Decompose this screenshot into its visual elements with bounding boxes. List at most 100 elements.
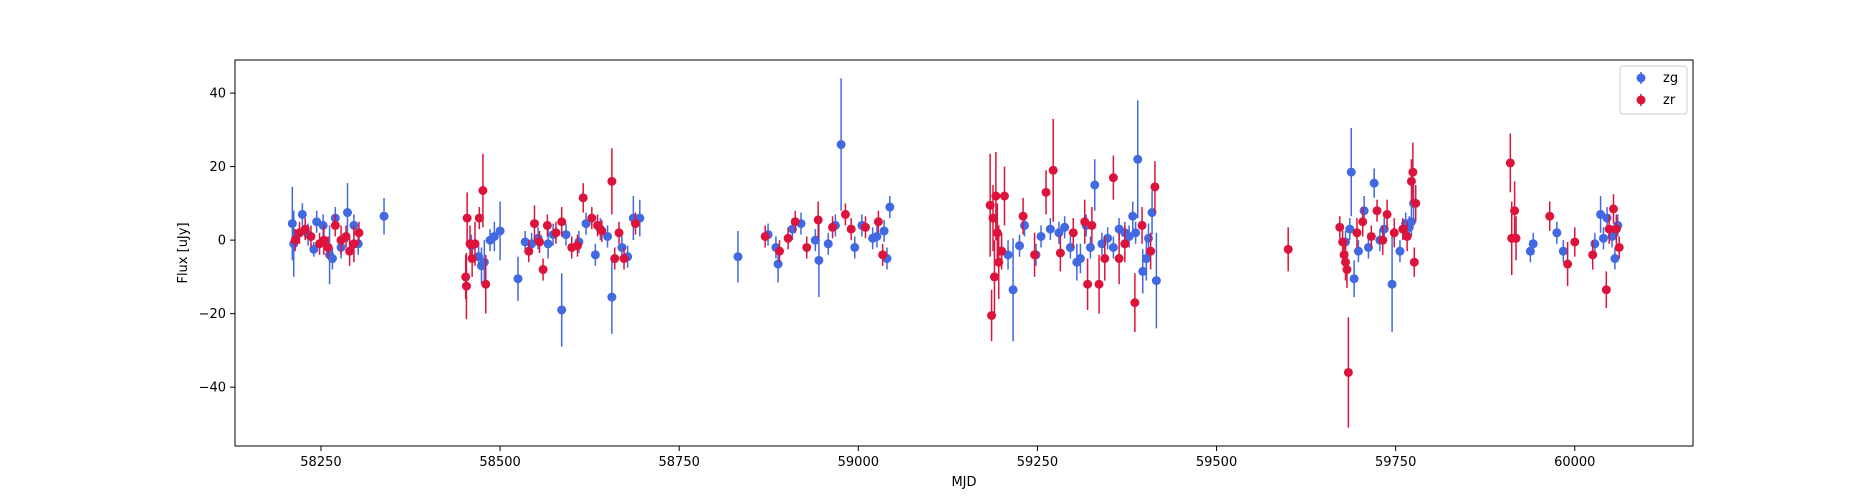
point-zr [1604, 224, 1614, 234]
point-zg [1387, 279, 1397, 289]
point-zg [823, 239, 833, 249]
point-zr [790, 217, 800, 227]
point-zr [813, 215, 823, 225]
point-zr [1382, 209, 1392, 219]
point-zr [474, 213, 484, 223]
point-zg [1395, 246, 1405, 256]
point-zr [1087, 220, 1097, 230]
point-zr [572, 241, 582, 251]
point-zr [1114, 254, 1124, 264]
point-zg [1036, 231, 1046, 241]
point-zr [1366, 231, 1376, 241]
point-zr [1041, 187, 1051, 197]
point-zg [561, 230, 571, 240]
x-tick-label: 59750 [1375, 455, 1416, 470]
point-zr [323, 242, 333, 252]
point-zr [578, 193, 588, 203]
point-zr [999, 191, 1009, 201]
point-zr [551, 228, 561, 238]
point-zg [1133, 154, 1143, 164]
point-zr [614, 228, 624, 238]
point-zg [1143, 233, 1153, 243]
point-zg [1151, 276, 1161, 286]
point-zg [297, 209, 307, 219]
point-zr [1283, 244, 1293, 254]
point-zg [1610, 254, 1620, 264]
point-zr [802, 242, 812, 252]
point-zg [1008, 285, 1018, 295]
point-zr [860, 222, 870, 232]
point-zg [379, 211, 389, 221]
point-zr [1570, 237, 1580, 247]
point-zr [1341, 257, 1351, 267]
x-axis-label: MJD [951, 475, 976, 490]
point-zr [1378, 235, 1388, 245]
point-zr [1108, 173, 1118, 183]
point-zg [1346, 167, 1356, 177]
point-zg [1131, 228, 1141, 238]
point-zg [495, 226, 505, 236]
point-zr [1402, 231, 1412, 241]
point-zr [760, 231, 770, 241]
point-zr [300, 224, 310, 234]
point-zg [617, 242, 627, 252]
point-zr [341, 231, 351, 241]
point-zr [542, 220, 552, 230]
point-zr [1146, 246, 1156, 256]
series-zr [290, 118, 1624, 428]
point-zr [992, 228, 1002, 238]
point-zr [1563, 259, 1573, 269]
point-zr [1372, 206, 1382, 216]
point-zg [557, 305, 567, 315]
point-zg [885, 202, 895, 212]
legend-zr-label: zr [1663, 93, 1676, 108]
point-zr [828, 222, 838, 232]
y-tick-label: 40 [209, 87, 226, 102]
point-zr [481, 279, 491, 289]
point-zr [462, 213, 472, 223]
point-zr [783, 233, 793, 243]
point-zr [587, 213, 597, 223]
point-zg [733, 252, 743, 262]
point-zg [1108, 242, 1118, 252]
series-layer [287, 78, 1624, 428]
point-zg [327, 254, 337, 264]
point-zr [1511, 233, 1521, 243]
point-zr [1588, 250, 1598, 260]
point-zg [287, 219, 297, 229]
point-zg [489, 231, 499, 241]
point-zg [1558, 246, 1568, 256]
point-zr [1030, 250, 1040, 260]
point-zg [1085, 242, 1095, 252]
point-zr [1408, 167, 1418, 177]
point-zr [557, 217, 567, 227]
point-zr [873, 217, 883, 227]
point-zr [1018, 211, 1028, 221]
legend: zg zr [1619, 65, 1688, 115]
point-zr [1611, 224, 1621, 234]
point-zg [1602, 213, 1612, 223]
point-zr [610, 254, 620, 264]
point-zr [1150, 182, 1160, 192]
point-zr [1083, 279, 1093, 289]
point-zg [1598, 233, 1608, 243]
point-zr [1130, 298, 1140, 308]
point-zr [1601, 285, 1611, 295]
point-zr [349, 239, 359, 249]
point-zr [1406, 176, 1416, 186]
x-tick-label: 58500 [479, 455, 520, 470]
point-zr [538, 265, 548, 275]
point-zr [1411, 198, 1421, 208]
point-zr [1608, 204, 1618, 214]
point-zr [330, 220, 340, 230]
point-zg [1353, 246, 1363, 256]
point-zr [524, 246, 534, 256]
point-zr [997, 246, 1007, 256]
point-zr [619, 254, 629, 264]
point-zr [1120, 239, 1130, 249]
point-zr [1335, 222, 1345, 232]
point-zr [345, 246, 355, 256]
point-zg [479, 257, 489, 267]
point-zg [1369, 178, 1379, 188]
